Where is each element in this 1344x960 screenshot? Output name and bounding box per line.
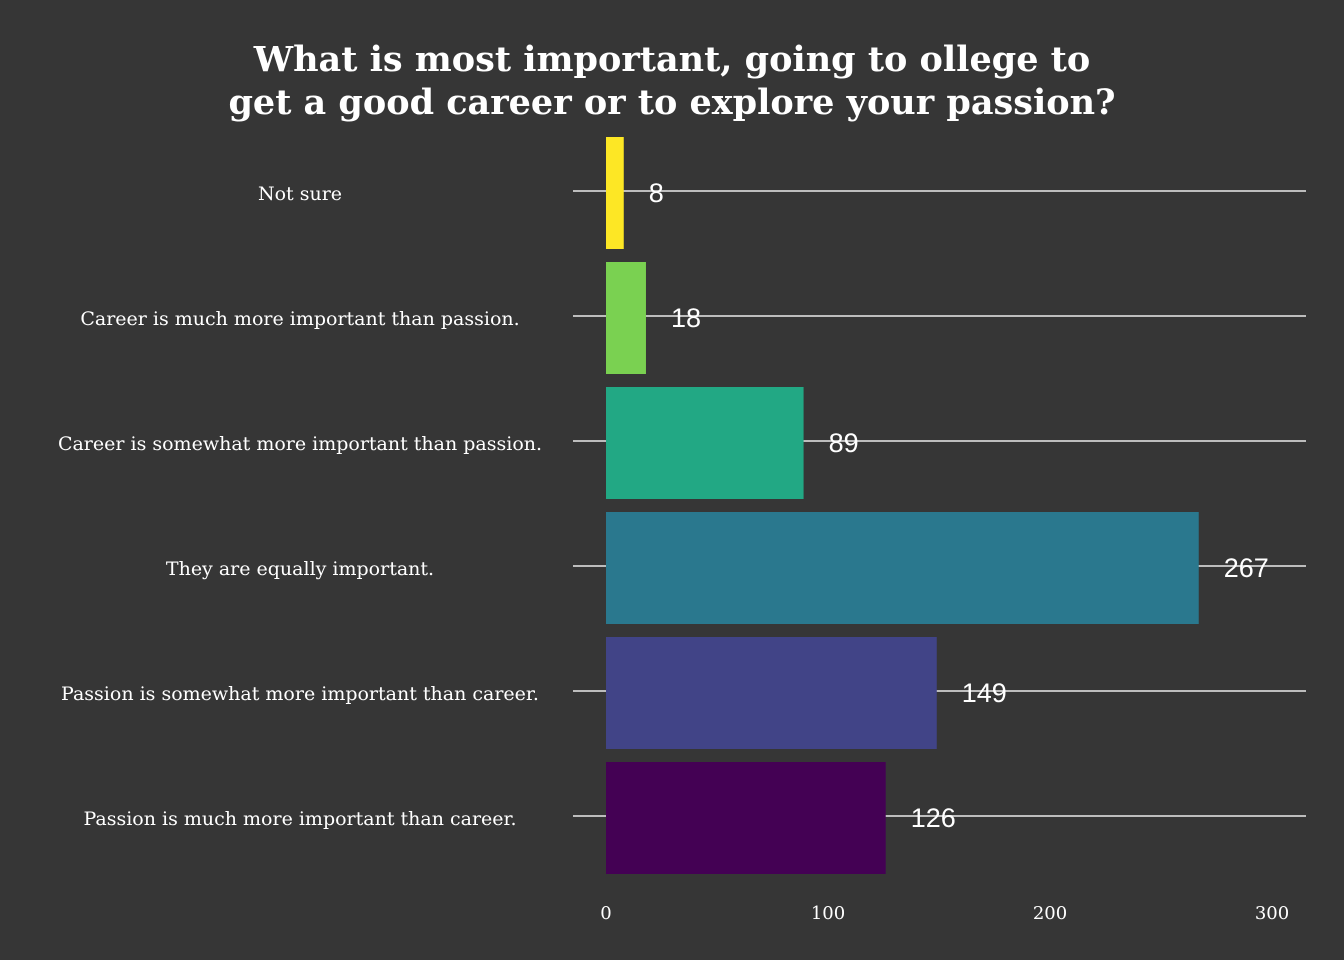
- category-label: Passion is much more important than care…: [83, 808, 516, 830]
- category-label: They are equally important.: [166, 558, 434, 580]
- x-tick-label: 300: [1255, 903, 1289, 924]
- value-label: 149: [962, 678, 1007, 708]
- bar: [606, 262, 646, 374]
- value-label: 267: [1224, 553, 1269, 583]
- chart-title-line-2: get a good career or to explore your pas…: [228, 82, 1115, 123]
- bar: [606, 512, 1199, 624]
- chart-title: What is most important, going to ollege …: [228, 39, 1115, 123]
- value-label: 8: [649, 178, 664, 208]
- value-label: 89: [829, 428, 859, 458]
- x-tick-label: 200: [1033, 903, 1067, 924]
- x-tick-label: 0: [600, 903, 611, 924]
- value-labels: 8 18 89 267 149 126: [649, 178, 1269, 833]
- x-axis-ticks: 0 100 200 300: [600, 903, 1289, 924]
- category-labels: Not sure Career is much more important th…: [58, 183, 542, 830]
- chart-title-line-1: What is most important, going to ollege …: [253, 39, 1090, 80]
- bar: [606, 387, 804, 499]
- category-label: Not sure: [258, 183, 342, 205]
- category-label: Passion is somewhat more important than …: [61, 683, 539, 705]
- bars: [606, 137, 1199, 874]
- category-label: Career is somewhat more important than p…: [58, 433, 542, 455]
- bar: [606, 137, 624, 249]
- value-label: 126: [911, 803, 956, 833]
- x-tick-label: 100: [811, 903, 845, 924]
- bar: [606, 637, 937, 749]
- category-label: Career is much more important than passi…: [80, 308, 519, 330]
- bar: [606, 762, 886, 874]
- value-label: 18: [671, 303, 701, 333]
